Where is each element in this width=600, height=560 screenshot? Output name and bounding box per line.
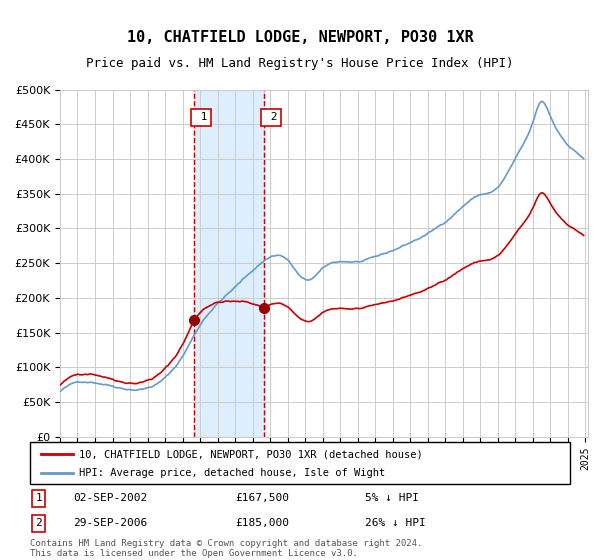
Text: 26% ↓ HPI: 26% ↓ HPI — [365, 519, 425, 529]
Text: This data is licensed under the Open Government Licence v3.0.: This data is licensed under the Open Gov… — [30, 549, 358, 558]
Text: Price paid vs. HM Land Registry's House Price Index (HPI): Price paid vs. HM Land Registry's House … — [86, 57, 514, 70]
Text: £167,500: £167,500 — [235, 493, 289, 503]
Text: Contains HM Land Registry data © Crown copyright and database right 2024.: Contains HM Land Registry data © Crown c… — [30, 539, 422, 548]
Text: 1: 1 — [194, 113, 208, 123]
Text: 5% ↓ HPI: 5% ↓ HPI — [365, 493, 419, 503]
Text: 02-SEP-2002: 02-SEP-2002 — [73, 493, 148, 503]
Text: 10, CHATFIELD LODGE, NEWPORT, PO30 1XR: 10, CHATFIELD LODGE, NEWPORT, PO30 1XR — [127, 30, 473, 45]
Text: 29-SEP-2006: 29-SEP-2006 — [73, 519, 148, 529]
Text: £185,000: £185,000 — [235, 519, 289, 529]
Bar — [194, 90, 264, 437]
Text: HPI: Average price, detached house, Isle of Wight: HPI: Average price, detached house, Isle… — [79, 468, 385, 478]
FancyBboxPatch shape — [30, 442, 570, 484]
Text: 2: 2 — [264, 113, 278, 123]
Text: 1: 1 — [35, 493, 42, 503]
Text: 10, CHATFIELD LODGE, NEWPORT, PO30 1XR (detached house): 10, CHATFIELD LODGE, NEWPORT, PO30 1XR (… — [79, 449, 422, 459]
Text: 2: 2 — [35, 519, 42, 529]
